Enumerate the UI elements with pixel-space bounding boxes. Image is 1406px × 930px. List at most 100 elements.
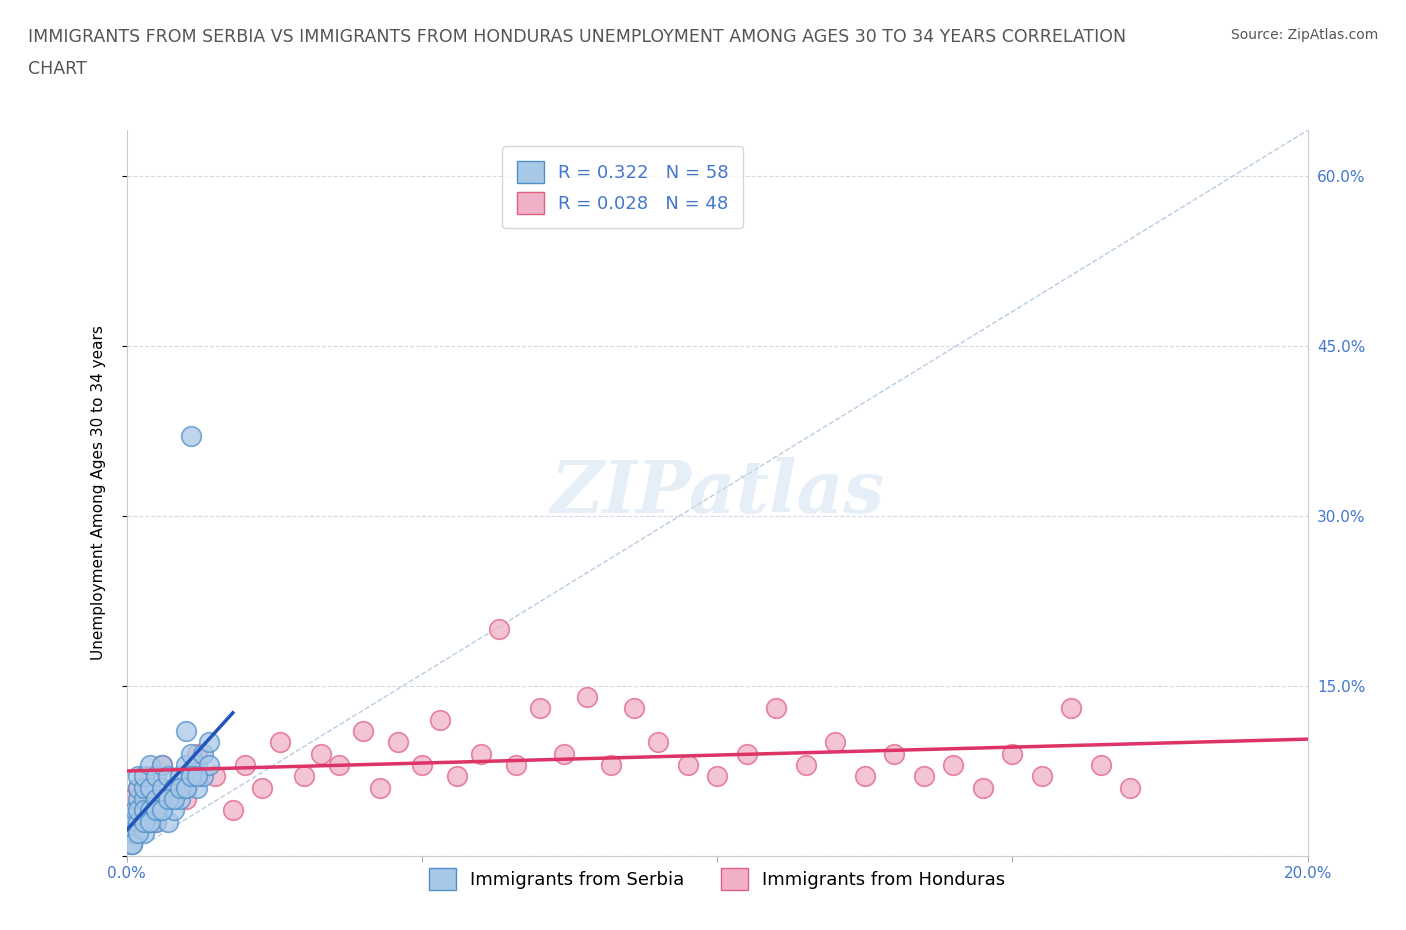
Point bbox=[174, 724, 197, 738]
Point bbox=[150, 803, 173, 817]
Point bbox=[576, 689, 599, 704]
Point bbox=[186, 780, 208, 795]
Point bbox=[387, 735, 409, 750]
Point bbox=[180, 769, 202, 784]
Point bbox=[163, 803, 186, 817]
Point bbox=[311, 746, 333, 761]
Point bbox=[252, 780, 274, 795]
Point bbox=[134, 814, 156, 829]
Point bbox=[1031, 769, 1053, 784]
Point bbox=[156, 769, 179, 784]
Point bbox=[127, 780, 149, 795]
Point bbox=[121, 791, 143, 806]
Point bbox=[174, 757, 197, 772]
Point bbox=[352, 724, 374, 738]
Point bbox=[139, 814, 162, 829]
Point bbox=[794, 757, 817, 772]
Point bbox=[1060, 701, 1083, 716]
Point bbox=[163, 780, 186, 795]
Point bbox=[174, 791, 197, 806]
Point bbox=[735, 746, 758, 761]
Point bbox=[150, 803, 173, 817]
Text: Source: ZipAtlas.com: Source: ZipAtlas.com bbox=[1230, 28, 1378, 42]
Point bbox=[134, 791, 156, 806]
Point bbox=[853, 769, 876, 784]
Point bbox=[1119, 780, 1142, 795]
Point bbox=[121, 837, 143, 852]
Point bbox=[169, 769, 191, 784]
Point bbox=[1001, 746, 1024, 761]
Point bbox=[186, 757, 208, 772]
Point bbox=[139, 780, 162, 795]
Point bbox=[553, 746, 575, 761]
Point bbox=[623, 701, 645, 716]
Point bbox=[134, 780, 156, 795]
Point bbox=[180, 429, 202, 444]
Point bbox=[127, 814, 149, 829]
Text: ZIPatlas: ZIPatlas bbox=[550, 458, 884, 528]
Point bbox=[174, 780, 197, 795]
Point bbox=[127, 803, 149, 817]
Point bbox=[198, 757, 221, 772]
Point bbox=[174, 780, 197, 795]
Point bbox=[180, 769, 202, 784]
Point bbox=[169, 791, 191, 806]
Point bbox=[134, 826, 156, 841]
Point bbox=[912, 769, 935, 784]
Point bbox=[150, 757, 173, 772]
Point bbox=[134, 803, 156, 817]
Point bbox=[124, 826, 146, 841]
Point bbox=[139, 814, 162, 829]
Point bbox=[529, 701, 551, 716]
Y-axis label: Unemployment Among Ages 30 to 34 years: Unemployment Among Ages 30 to 34 years bbox=[91, 326, 105, 660]
Point bbox=[972, 780, 994, 795]
Point bbox=[446, 769, 468, 784]
Point bbox=[292, 769, 315, 784]
Point bbox=[121, 837, 143, 852]
Point bbox=[488, 621, 510, 636]
Point bbox=[156, 791, 179, 806]
Point bbox=[127, 791, 149, 806]
Point bbox=[647, 735, 669, 750]
Point bbox=[156, 814, 179, 829]
Point bbox=[139, 769, 162, 784]
Point bbox=[127, 769, 149, 784]
Point bbox=[676, 757, 699, 772]
Point bbox=[145, 814, 167, 829]
Point bbox=[163, 780, 186, 795]
Point bbox=[127, 826, 149, 841]
Point bbox=[233, 757, 256, 772]
Point bbox=[505, 757, 527, 772]
Point bbox=[193, 769, 215, 784]
Point bbox=[411, 757, 433, 772]
Point bbox=[328, 757, 350, 772]
Point bbox=[186, 746, 208, 761]
Point bbox=[150, 780, 173, 795]
Point bbox=[429, 712, 451, 727]
Point bbox=[127, 780, 149, 795]
Point bbox=[134, 769, 156, 784]
Point bbox=[765, 701, 787, 716]
Point bbox=[118, 826, 141, 841]
Point bbox=[134, 803, 156, 817]
Point bbox=[706, 769, 728, 784]
Point bbox=[156, 791, 179, 806]
Point bbox=[180, 746, 202, 761]
Point bbox=[124, 803, 146, 817]
Point bbox=[470, 746, 492, 761]
Point bbox=[942, 757, 965, 772]
Point bbox=[186, 769, 208, 784]
Point bbox=[150, 757, 173, 772]
Point bbox=[169, 780, 191, 795]
Text: IMMIGRANTS FROM SERBIA VS IMMIGRANTS FROM HONDURAS UNEMPLOYMENT AMONG AGES 30 TO: IMMIGRANTS FROM SERBIA VS IMMIGRANTS FRO… bbox=[28, 28, 1126, 46]
Point bbox=[121, 814, 143, 829]
Legend: Immigrants from Serbia, Immigrants from Honduras: Immigrants from Serbia, Immigrants from … bbox=[422, 861, 1012, 897]
Point bbox=[599, 757, 621, 772]
Point bbox=[370, 780, 392, 795]
Point bbox=[145, 791, 167, 806]
Point bbox=[145, 803, 167, 817]
Point bbox=[204, 769, 226, 784]
Point bbox=[269, 735, 291, 750]
Point bbox=[193, 746, 215, 761]
Point bbox=[883, 746, 905, 761]
